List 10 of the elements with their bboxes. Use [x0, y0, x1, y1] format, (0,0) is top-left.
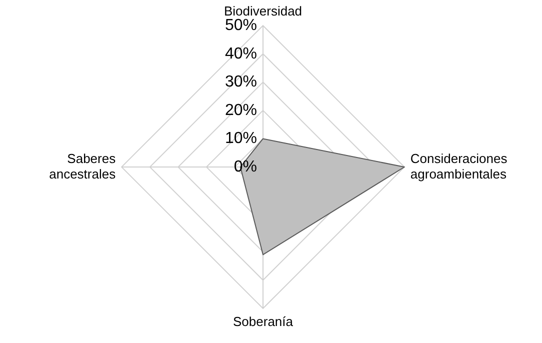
spoke-label: Saberes ancestrales	[49, 150, 116, 182]
y-tick-label: 30%	[224, 74, 257, 91]
y-tick-label: 0%	[234, 158, 257, 176]
y-tick-label: 40%	[224, 45, 257, 62]
spoke-label: Soberanía	[233, 314, 294, 329]
y-tick-label: 20%	[224, 102, 257, 119]
y-tick-label: 10%	[224, 130, 257, 148]
y-tick-label: 50%	[224, 17, 257, 34]
spoke-label: Biodiversidad	[224, 3, 302, 18]
spoke-label: Consideraciones agroambientales	[410, 150, 508, 182]
